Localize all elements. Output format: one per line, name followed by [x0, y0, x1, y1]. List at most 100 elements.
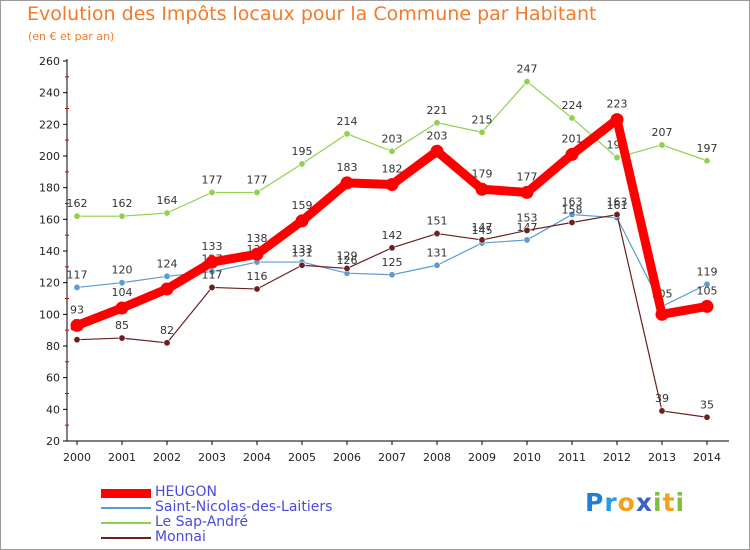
data-point-monnai: [433, 230, 441, 238]
data-point-monnai: [343, 264, 351, 272]
x-tick-label: 2006: [333, 451, 361, 464]
data-point-heugon: [340, 176, 354, 190]
logo-letter: i: [675, 488, 686, 517]
data-label-heugon: 182: [382, 163, 403, 176]
x-tick-label: 2013: [648, 451, 676, 464]
x-tick-label: 2014: [693, 451, 721, 464]
data-point-le-sap-andre: [73, 212, 81, 220]
data-point-saint-nicolas-des-laitiers: [703, 280, 711, 288]
x-tick-label: 2003: [198, 451, 226, 464]
data-label-monnai: 147: [472, 221, 493, 234]
data-point-saint-nicolas-des-laitiers: [388, 271, 396, 279]
data-label-le-sap-andre: 162: [112, 197, 133, 210]
data-label-monnai: 151: [427, 215, 448, 228]
data-point-monnai: [478, 236, 486, 244]
data-label-le-sap-andre: 177: [247, 173, 268, 186]
x-tick-label: 2002: [153, 451, 181, 464]
data-label-saint-nicolas-des-laitiers: 131: [427, 246, 448, 259]
data-label-monnai: 163: [607, 196, 628, 209]
data-label-heugon: 183: [337, 161, 358, 174]
data-label-monnai: 85: [115, 319, 129, 332]
data-label-saint-nicolas-des-laitiers: 117: [67, 268, 88, 281]
data-label-heugon: 201: [562, 132, 583, 145]
data-label-heugon: 177: [517, 170, 538, 183]
data-point-le-sap-andre: [208, 188, 216, 196]
data-label-le-sap-andre: 214: [337, 115, 358, 128]
data-label-saint-nicolas-des-laitiers: 133: [292, 243, 313, 256]
data-label-saint-nicolas-des-laitiers: 120: [112, 264, 133, 277]
data-point-monnai: [73, 336, 81, 344]
data-point-saint-nicolas-des-laitiers: [433, 261, 441, 269]
data-point-monnai: [658, 407, 666, 415]
y-tick-label: 180: [39, 182, 60, 195]
data-label-le-sap-andre: 162: [67, 197, 88, 210]
data-point-le-sap-andre: [388, 147, 396, 155]
legend-label: Monnai: [155, 529, 206, 545]
data-label-heugon: 133: [202, 240, 223, 253]
data-point-le-sap-andre: [523, 78, 531, 86]
data-point-le-sap-andre: [163, 209, 171, 217]
data-label-heugon: 223: [607, 98, 628, 111]
data-label-saint-nicolas-des-laitiers: 126: [337, 254, 358, 267]
data-point-monnai: [253, 285, 261, 293]
data-label-le-sap-andre: 215: [472, 113, 493, 126]
data-label-heugon: 105: [697, 284, 718, 297]
data-point-saint-nicolas-des-laitiers: [73, 283, 81, 291]
data-point-heugon: [430, 144, 444, 158]
data-label-monnai: 142: [382, 229, 403, 242]
logo-letter: o: [617, 488, 636, 517]
data-point-le-sap-andre: [433, 119, 441, 127]
data-point-le-sap-andre: [118, 212, 126, 220]
data-point-heugon: [475, 182, 489, 196]
data-label-monnai: 116: [247, 270, 268, 283]
y-tick-label: 140: [39, 245, 60, 258]
data-label-monnai: 82: [160, 324, 174, 337]
y-tick-label: 100: [39, 308, 60, 321]
data-point-le-sap-andre: [298, 160, 306, 168]
data-label-le-sap-andre: 164: [157, 194, 178, 207]
data-point-le-sap-andre: [478, 128, 486, 136]
data-label-le-sap-andre: 221: [427, 104, 448, 117]
data-label-le-sap-andre: 203: [382, 132, 403, 145]
data-label-heugon: 203: [427, 129, 448, 142]
y-tick-label: 220: [39, 118, 60, 131]
data-point-heugon: [610, 113, 624, 127]
data-label-monnai: 35: [700, 398, 714, 411]
y-tick-label: 80: [46, 340, 60, 353]
data-point-monnai: [208, 283, 216, 291]
data-point-heugon: [115, 301, 129, 315]
data-label-heugon: 159: [292, 199, 313, 212]
data-label-monnai: 131: [292, 246, 313, 259]
data-label-heugon: 179: [472, 167, 493, 180]
y-tick-label: 60: [46, 372, 60, 385]
data-label-saint-nicolas-des-laitiers: 119: [697, 265, 718, 278]
data-point-le-sap-andre: [343, 130, 351, 138]
data-point-saint-nicolas-des-laitiers: [163, 272, 171, 280]
data-label-monnai: 158: [562, 204, 583, 217]
legend-swatch: [101, 537, 151, 539]
data-point-saint-nicolas-des-laitiers: [523, 236, 531, 244]
data-point-heugon: [160, 282, 174, 296]
data-label-monnai: 153: [517, 211, 538, 224]
data-point-heugon: [655, 307, 669, 321]
data-point-heugon: [700, 299, 714, 313]
y-tick-label: 200: [39, 150, 60, 163]
chart-subtitle: (en € et par an): [28, 30, 115, 43]
y-tick-label: 20: [46, 435, 60, 448]
x-tick-label: 2008: [423, 451, 451, 464]
legend-label: Saint-Nicolas-des-Laitiers: [155, 499, 333, 515]
logo-letter: i: [653, 488, 663, 517]
data-point-le-sap-andre: [658, 141, 666, 149]
y-tick-label: 240: [39, 87, 60, 100]
data-label-saint-nicolas-des-laitiers: 163: [562, 196, 583, 209]
data-point-monnai: [568, 219, 576, 227]
data-point-heugon: [295, 214, 309, 228]
data-point-heugon: [385, 178, 399, 191]
data-point-saint-nicolas-des-laitiers: [568, 211, 576, 219]
logo-letter: r: [604, 488, 618, 517]
data-point-monnai: [118, 334, 126, 342]
data-point-heugon: [565, 147, 579, 161]
data-point-monnai: [613, 211, 621, 219]
x-tick-label: 2000: [63, 451, 91, 464]
